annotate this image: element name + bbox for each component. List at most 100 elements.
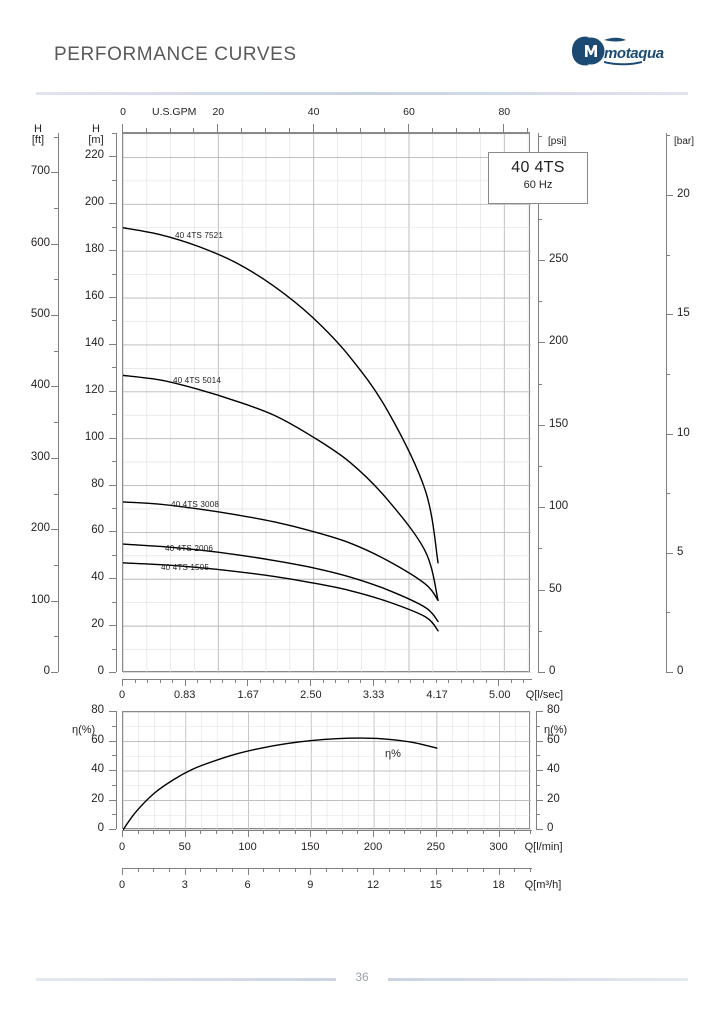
eff-m3h-tick: [341, 868, 343, 872]
eff-left-axis-line: [116, 711, 117, 829]
bottom-lsec-tick: [423, 679, 424, 683]
right-inner-tick-label: 250: [549, 252, 569, 265]
bottom-lsec-tick: [234, 679, 236, 683]
right-outer-tick: [666, 672, 673, 673]
left-outer-tick: [51, 172, 58, 174]
right-inner-axis-head: [psi]: [548, 136, 567, 147]
right-inner-tick-label: 150: [549, 417, 569, 430]
eff-m3h-axis-unit-label: Q[m³/h]: [524, 879, 562, 891]
left-inner-tick: [109, 250, 116, 252]
bottom-lsec-tick: [310, 679, 312, 686]
left-outer-tick: [54, 422, 58, 424]
curve-label-40-4ts-2006: 40 4TS 2006: [165, 544, 213, 553]
left-inner-tick-label: 40: [91, 571, 104, 584]
bottom-lsec-tick: [510, 679, 512, 683]
right-inner-tick: [538, 424, 545, 426]
bottom-lsec-tick: [272, 679, 274, 683]
right-outer-tick-label: 0: [677, 665, 684, 677]
eff-lmin-tick: [514, 830, 516, 834]
eff-lmin-tick-label: 250: [426, 841, 446, 853]
bottom-lsec-tick: [159, 679, 161, 683]
eff-right-tick: [536, 725, 540, 727]
left-inner-tick: [109, 672, 116, 673]
performance-curve-40-4ts-7521: [123, 227, 439, 564]
right-inner-tick: [538, 301, 542, 303]
right-outer-axis-head: [bar]: [674, 136, 695, 147]
top-tick: [264, 128, 266, 133]
left-outer-tick-label: 400: [30, 379, 50, 392]
eff-lmin-axis-unit-label: Q[l/min]: [524, 841, 563, 853]
footer-rule-right: [388, 978, 688, 981]
top-tick: [336, 128, 338, 133]
page-footer: 36: [0, 962, 724, 1002]
top-tick: [455, 128, 457, 133]
eff-m3h-tick: [420, 868, 422, 872]
page-header: PERFORMANCE CURVES motaqua: [0, 0, 724, 100]
left-inner-tick-label: 220: [84, 149, 104, 162]
eff-left-tick: [112, 784, 116, 786]
eff-lmin-tick: [278, 830, 280, 834]
curve-label-40-4ts-5014: 40 4TS 5014: [173, 376, 221, 385]
bottom-lsec-tick: [498, 679, 500, 686]
eff-lmin-tick-label: 0: [118, 841, 126, 853]
left-inner-tick: [112, 601, 116, 603]
top-tick: [312, 124, 314, 133]
eff-left-tick-label: 20: [91, 792, 104, 805]
left-inner-tick-label: 80: [91, 477, 104, 490]
bottom-lsec-tick: [397, 679, 399, 683]
top-tick: [288, 128, 290, 133]
performance-curve-40-4ts-2006: [123, 543, 439, 623]
eff-m3h-tick: [498, 868, 500, 875]
bottom-lsec-tick: [485, 679, 487, 683]
eff-left-tick: [112, 814, 116, 816]
eff-m3h-tick-label: 9: [307, 879, 314, 891]
bottom-lsec-tick: [197, 679, 199, 683]
top-tick-label: 40: [307, 106, 320, 118]
eff-m3h-axis-line: [122, 868, 532, 869]
right-inner-tick: [538, 589, 545, 591]
eff-lmin-tick: [420, 830, 422, 834]
eff-right-tick: [536, 740, 543, 742]
eff-m3h-tick-label: 0: [118, 879, 126, 891]
eff-m3h-tick: [216, 868, 218, 872]
bottom-lsec-tick: [372, 679, 374, 686]
left-outer-tick: [54, 279, 58, 281]
right-outer-tick: [666, 493, 670, 495]
right-inner-tick: [538, 548, 542, 550]
main-grid: [123, 134, 531, 673]
left-outer-tick-label: 0: [43, 665, 50, 677]
eff-m3h-tick: [169, 868, 171, 872]
eff-m3h-tick-label: 15: [429, 879, 442, 891]
bottom-lsec-tick-label: 0.83: [173, 689, 196, 701]
eff-lmin-tick: [231, 830, 233, 834]
eff-m3h-tick: [357, 868, 359, 872]
left-inner-tick: [109, 390, 116, 392]
eff-lmin-tick: [137, 830, 139, 834]
top-tick: [122, 124, 123, 133]
eff-lmin-tick: [341, 830, 343, 834]
eff-left-tick: [109, 829, 116, 830]
eff-m3h-tick: [137, 868, 139, 872]
left-inner-tick: [112, 320, 116, 322]
eff-right-tick-label: 40: [547, 763, 560, 775]
efficiency-chart-plot-area: [122, 711, 531, 830]
eff-left-tick-label: 0: [97, 822, 104, 834]
right-inner-tick: [538, 136, 542, 138]
eff-right-tick: [536, 711, 543, 712]
left-inner-axis-head-symbol: H: [92, 123, 100, 135]
left-inner-tick: [112, 461, 116, 463]
eff-m3h-tick: [310, 868, 312, 875]
eff-lmin-tick: [373, 830, 375, 837]
eff-right-tick-label: 20: [547, 792, 560, 805]
bottom-lsec-tick: [322, 679, 324, 683]
eff-lmin-tick: [435, 830, 437, 837]
top-tick-label: 0: [120, 106, 126, 118]
left-inner-tick: [109, 531, 116, 533]
eff-lmin-tick: [263, 830, 265, 834]
bottom-lsec-tick: [122, 679, 123, 686]
bottom-lsec-tick: [523, 679, 525, 683]
eff-m3h-tick-label: 3: [181, 879, 188, 891]
eff-lmin-tick: [247, 830, 249, 837]
eff-right-tick: [536, 814, 540, 816]
